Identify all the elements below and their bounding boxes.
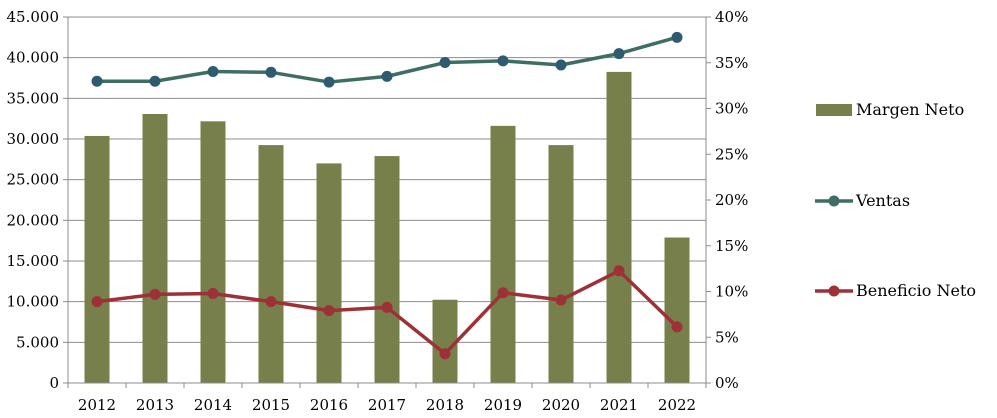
- bar-margen-neto: [548, 145, 574, 383]
- x-tick-label: 2017: [368, 396, 406, 414]
- point-ventas: [91, 75, 103, 87]
- x-tick-label: 2012: [78, 396, 116, 414]
- x-tick-label: 2020: [542, 396, 580, 414]
- bar-margen-neto: [258, 145, 284, 383]
- y-right-tick-label: 0%: [715, 374, 739, 392]
- y-left-tick-label: 15.000: [7, 252, 60, 270]
- y-left-tick-label: 45.000: [7, 8, 60, 26]
- y-left-tick-label: 35.000: [7, 89, 60, 107]
- point-ventas: [323, 76, 335, 88]
- point-beneficio-neto: [381, 301, 393, 313]
- x-tick-label: 2019: [484, 396, 522, 414]
- x-tick-label: 2016: [310, 396, 348, 414]
- x-tick-label: 2015: [252, 396, 290, 414]
- bar-margen-neto: [664, 237, 690, 383]
- point-beneficio-neto: [207, 288, 219, 300]
- bar-margen-neto: [84, 135, 110, 383]
- legend: Margen Neto Ventas Beneficio Neto: [815, 100, 976, 300]
- x-tick-label: 2013: [136, 396, 174, 414]
- y-left-tick-label: 40.000: [7, 49, 60, 67]
- legend-marker-beneficio-neto: [828, 285, 840, 297]
- point-ventas: [149, 75, 161, 87]
- point-ventas: [439, 57, 451, 69]
- bar-layer: [84, 71, 690, 384]
- y-right-tick-label: 20%: [715, 191, 748, 209]
- point-beneficio-neto: [265, 296, 277, 308]
- bar-margen-neto: [374, 156, 400, 383]
- bar-margen-neto: [432, 299, 458, 383]
- legend-label-margen-neto: Margen Neto: [856, 100, 964, 119]
- y-left-tick-label: 0: [49, 374, 59, 392]
- point-ventas: [613, 48, 625, 60]
- point-ventas: [671, 31, 683, 43]
- bar-margen-neto: [316, 163, 342, 383]
- legend-label-ventas: Ventas: [855, 191, 910, 210]
- y-right-tick-label: 15%: [715, 237, 748, 255]
- y-right-tick-label: 40%: [715, 8, 748, 26]
- axis-layer: 0 5.000 10.000 15.000 20.000 25.000 30.000 35.0…: [7, 8, 749, 414]
- point-beneficio-neto: [613, 265, 625, 277]
- x-tick-label: 2021: [600, 396, 638, 414]
- point-beneficio-neto: [323, 305, 335, 317]
- point-ventas: [497, 55, 509, 67]
- y-left-tick-label: 5.000: [16, 333, 59, 351]
- point-beneficio-neto: [555, 294, 567, 306]
- point-ventas: [265, 66, 277, 78]
- point-beneficio-neto: [439, 348, 451, 360]
- bar-margen-neto: [200, 121, 226, 383]
- point-ventas: [555, 59, 567, 71]
- legend-swatch-margen-neto: [816, 104, 852, 116]
- y-right-tick-label: 35%: [715, 54, 748, 72]
- y-left-tick-label: 20.000: [7, 211, 60, 229]
- y-right-tick-label: 30%: [715, 100, 748, 118]
- y-left-tick-label: 25.000: [7, 171, 60, 189]
- y-right-tick-label: 10%: [715, 283, 748, 301]
- y-right-tick-label: 5%: [715, 328, 739, 346]
- x-tick-label: 2014: [194, 396, 232, 414]
- legend-marker-ventas: [828, 195, 840, 207]
- point-beneficio-neto: [91, 296, 103, 308]
- bar-margen-neto: [606, 71, 632, 384]
- bar-margen-neto: [490, 125, 516, 383]
- y-left-tick-label: 10.000: [7, 293, 60, 311]
- point-beneficio-neto: [149, 288, 161, 300]
- point-ventas: [207, 65, 219, 77]
- y-left-tick-label: 30.000: [7, 130, 60, 148]
- y-right-tick-label: 25%: [715, 145, 748, 163]
- point-beneficio-neto: [671, 321, 683, 333]
- line-layer: [91, 31, 683, 360]
- point-beneficio-neto: [497, 287, 509, 299]
- x-tick-label: 2018: [426, 396, 464, 414]
- x-tick-label: 2022: [658, 396, 696, 414]
- point-ventas: [381, 70, 393, 82]
- bar-margen-neto: [142, 113, 168, 384]
- legend-label-beneficio-neto: Beneficio Neto: [856, 281, 976, 300]
